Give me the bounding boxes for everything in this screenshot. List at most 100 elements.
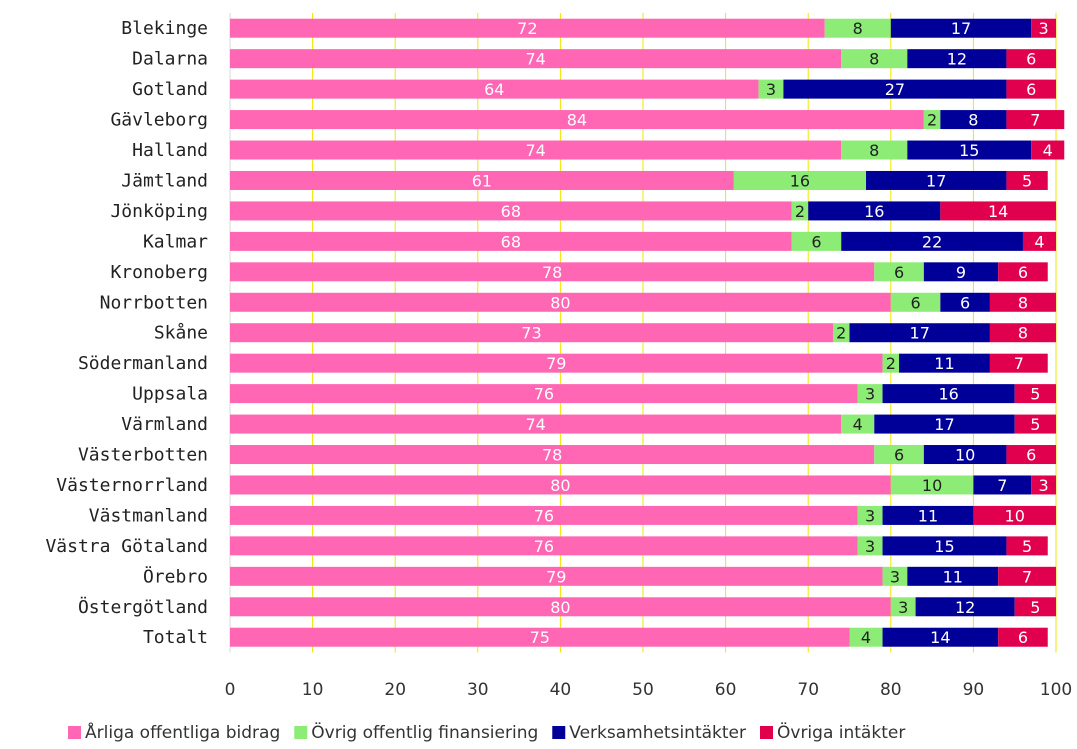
data-label: 74 (525, 415, 545, 434)
category-label: Värmland (121, 414, 208, 435)
data-label: 2 (795, 202, 805, 221)
data-label: 2 (927, 111, 937, 130)
data-label: 8 (853, 19, 863, 38)
legend-label: Övriga intäkter (777, 721, 905, 743)
data-label: 68 (501, 232, 521, 251)
data-label: 8 (869, 141, 879, 160)
bar-segment (890, 475, 974, 495)
data-label: 11 (943, 567, 963, 586)
data-label: 6 (1026, 50, 1036, 69)
data-label: 76 (534, 537, 554, 556)
data-label: 72 (517, 19, 537, 38)
data-label: 2 (836, 324, 846, 343)
data-label: 14 (988, 202, 1008, 221)
data-label: 10 (922, 476, 942, 495)
bar-segment (230, 170, 734, 190)
data-label: 22 (922, 232, 942, 251)
bar-segment (890, 597, 916, 617)
data-label: 61 (472, 171, 492, 190)
data-label: 8 (968, 111, 978, 130)
category-label: Västerbotten (78, 445, 208, 466)
category-label: Totalt (143, 627, 208, 648)
bar-segment (857, 536, 883, 556)
data-label: 27 (885, 80, 905, 99)
data-label: 3 (1039, 19, 1049, 38)
bar-segment (989, 353, 1048, 373)
bar-segment (841, 140, 908, 160)
data-label: 6 (960, 293, 970, 312)
bar-segment (230, 597, 891, 617)
bar-segment (1031, 475, 1056, 495)
data-label: 6 (910, 293, 920, 312)
data-label: 80 (550, 476, 570, 495)
category-label: Blekinge (121, 18, 208, 39)
data-label: 15 (959, 141, 979, 160)
data-label: 17 (910, 324, 930, 343)
bar-segment (874, 445, 924, 465)
x-tick-label: 40 (550, 680, 572, 700)
category-labels: Blekinge Dalarna Gotland Gävleborg Halland Jä… (45, 18, 208, 648)
category-label: Norrbotten (100, 292, 208, 313)
data-label: 3 (1039, 476, 1049, 495)
data-label: 4 (853, 415, 863, 434)
x-tick-label: 20 (384, 680, 406, 700)
category-label: Örebro (143, 565, 208, 587)
data-label: 3 (890, 567, 900, 586)
data-label: 74 (525, 141, 545, 160)
bar-segment (1006, 536, 1048, 556)
bar-segment (998, 262, 1048, 282)
category-label: Jönköping (110, 201, 208, 222)
data-label: 74 (525, 50, 545, 69)
bar-segment (230, 262, 875, 282)
bar-segment (1006, 170, 1048, 190)
bar-segment (230, 414, 842, 434)
category-label: Södermanland (78, 353, 208, 374)
category-label: Jämtland (121, 170, 208, 191)
bar-segment (866, 170, 1007, 190)
data-label: 3 (865, 506, 875, 525)
bar-segment (230, 384, 858, 404)
bar-segment (783, 79, 1007, 99)
bars: 72 8 17 374 8 12 664 3 27 684 2 8 774 8 15 461 16 17 568 2 1… (230, 18, 1065, 647)
bar-segment (907, 140, 1032, 160)
bar-segment (923, 262, 999, 282)
bar-segment (940, 292, 990, 312)
category-label: Skåne (154, 323, 208, 344)
x-tick-label: 10 (302, 680, 324, 700)
data-label: 4 (1034, 232, 1044, 251)
category-label: Gotland (132, 79, 208, 100)
bar-segment (940, 110, 1007, 130)
data-label: 5 (1030, 385, 1040, 404)
bar-segment (230, 445, 875, 465)
data-label: 6 (1026, 446, 1036, 465)
data-label: 15 (934, 537, 954, 556)
data-label: 76 (534, 506, 554, 525)
bar-segment (841, 231, 1023, 251)
data-label: 3 (766, 80, 776, 99)
category-label: Uppsala (132, 384, 208, 405)
data-label: 6 (894, 263, 904, 282)
bar-segment (1006, 110, 1065, 130)
data-label: 10 (1005, 506, 1025, 525)
bar-segment (849, 323, 990, 343)
data-label: 17 (951, 19, 971, 38)
x-tick-label: 70 (797, 680, 819, 700)
bar-segment (940, 201, 1056, 221)
category-label: Västernorrland (56, 475, 208, 496)
data-label: 17 (926, 171, 946, 190)
data-label: 10 (955, 446, 975, 465)
category-label: Halland (132, 140, 208, 161)
data-label: 9 (956, 263, 966, 282)
bar-segment (230, 201, 792, 221)
bar-segment (874, 262, 924, 282)
bar-segment (915, 597, 1015, 617)
legend-label: Verksamhetsintäkter (569, 723, 746, 743)
bar-segment (230, 566, 883, 586)
data-label: 8 (1018, 324, 1028, 343)
bar-segment (1014, 384, 1056, 404)
data-label: 16 (938, 385, 958, 404)
data-label: 16 (790, 171, 810, 190)
bar-segment (857, 384, 883, 404)
data-label: 2 (886, 354, 896, 373)
data-label: 75 (530, 628, 550, 647)
